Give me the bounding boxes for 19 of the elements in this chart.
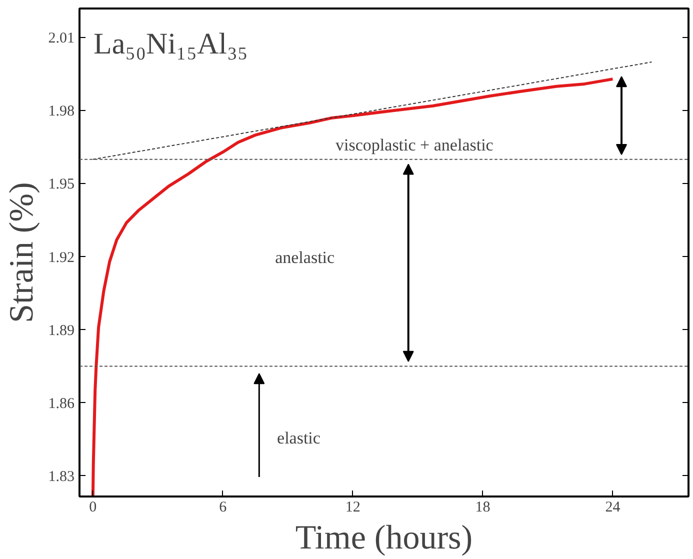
y-axis-title: Strain (%) xyxy=(3,182,40,323)
annotation: elastic xyxy=(277,428,321,448)
y-tick-label: 1.83 xyxy=(48,468,74,485)
y-tick-label: 1.95 xyxy=(48,176,74,193)
y-tick-label: 1.98 xyxy=(48,104,74,120)
y-tick-label: 1.86 xyxy=(48,396,75,412)
x-tick-label: 0 xyxy=(89,500,97,516)
x-tick-label: 24 xyxy=(605,500,621,516)
y-tick-label: 1.92 xyxy=(48,250,74,266)
x-axis-title: Time (hours) xyxy=(295,520,473,556)
y-tick-label: 1.89 xyxy=(48,322,74,339)
y-tick-label: 2.01 xyxy=(48,30,74,47)
x-tick-label: 12 xyxy=(345,500,360,516)
x-tick-label: 6 xyxy=(219,500,228,516)
text: La₅₀Ni₁₅Al₃₅ xyxy=(94,28,248,60)
x-tick-label: 18 xyxy=(475,500,490,516)
annotation: anelastic xyxy=(275,248,336,267)
annotation: viscoplastic + anelastic xyxy=(336,136,494,155)
line-series xyxy=(91,78,614,496)
